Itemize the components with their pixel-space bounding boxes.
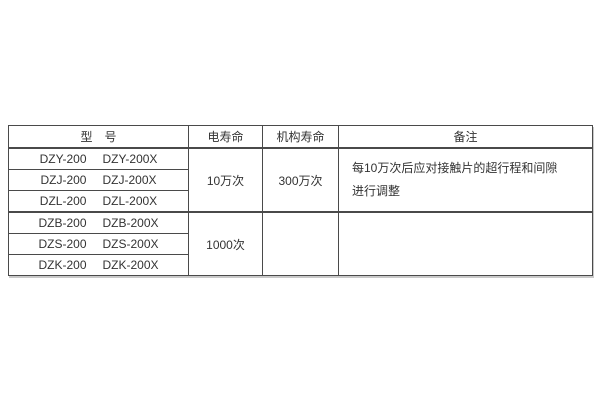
header-remarks: 备注 [338,125,593,149]
spec-table: 型 号 电寿命 机构寿命 备注 DZY-200 DZY-200X 10万次 30… [8,125,593,276]
header-model: 型 号 [8,125,189,149]
model-left: DZS-200 [38,237,87,251]
electrical-life-group2-cell: 1000次 [188,211,263,276]
remarks-text-block: 每10万次后应对接触片的超行程和间隙 进行调整 [340,149,592,211]
table-row-dzj-200: DZJ-200 DZJ-200X [8,169,593,191]
table-row-dzl-200: DZL-200 DZL-200X [8,190,593,213]
model-pair: DZY-200 DZY-200X [10,152,188,166]
table-row-dzk-200: DZK-200 DZK-200X [8,254,593,276]
model-right: DZK-200X [102,258,159,272]
remarks-group2-cell [338,211,593,276]
model-cell-dzl-200: DZL-200 DZL-200X [8,190,189,213]
mechanism-life-group2-cell [262,211,339,276]
model-left: DZY-200 [39,152,87,166]
model-pair: DZL-200 DZL-200X [10,194,188,208]
model-cell-dzk-200: DZK-200 DZK-200X [8,254,189,276]
model-cell-dzb-200: DZB-200 DZB-200X [8,211,189,234]
remarks-line-1: 每10万次后应对接触片的超行程和间隙 [352,161,558,175]
model-right: DZJ-200X [102,173,157,187]
mechanism-life-group1-cell: 300万次 [262,147,339,213]
model-left: DZL-200 [39,194,87,208]
remarks-line-2: 进行调整 [352,184,401,198]
model-left: DZB-200 [38,216,87,230]
model-right: DZL-200X [102,194,158,208]
header-electrical-life: 电寿命 [188,125,263,149]
header-mechanism-life: 机构寿命 [262,125,339,149]
model-left: DZK-200 [38,258,87,272]
model-cell-dzj-200: DZJ-200 DZJ-200X [8,169,189,191]
model-right: DZY-200X [102,152,158,166]
model-cell-dzs-200: DZS-200 DZS-200X [8,233,189,255]
remarks-group1-cell: 每10万次后应对接触片的超行程和间隙 进行调整 [338,147,593,213]
model-left: DZJ-200 [40,173,87,187]
model-right: DZB-200X [102,216,159,230]
table-row-dzb-200: DZB-200 DZB-200X 1000次 [8,211,593,276]
model-right: DZS-200X [102,237,159,251]
model-pair: DZK-200 DZK-200X [10,258,188,272]
model-pair: DZB-200 DZB-200X [10,216,188,230]
table-row-dzy-200: DZY-200 DZY-200X 10万次 300万次 每10万次后应对接触片的… [8,147,593,213]
model-cell-dzy-200: DZY-200 DZY-200X [8,147,189,170]
header-row: 型 号 电寿命 机构寿命 备注 [8,125,593,149]
model-pair: DZS-200 DZS-200X [10,237,188,251]
model-pair: DZJ-200 DZJ-200X [10,173,188,187]
electrical-life-group1-cell: 10万次 [188,147,263,213]
